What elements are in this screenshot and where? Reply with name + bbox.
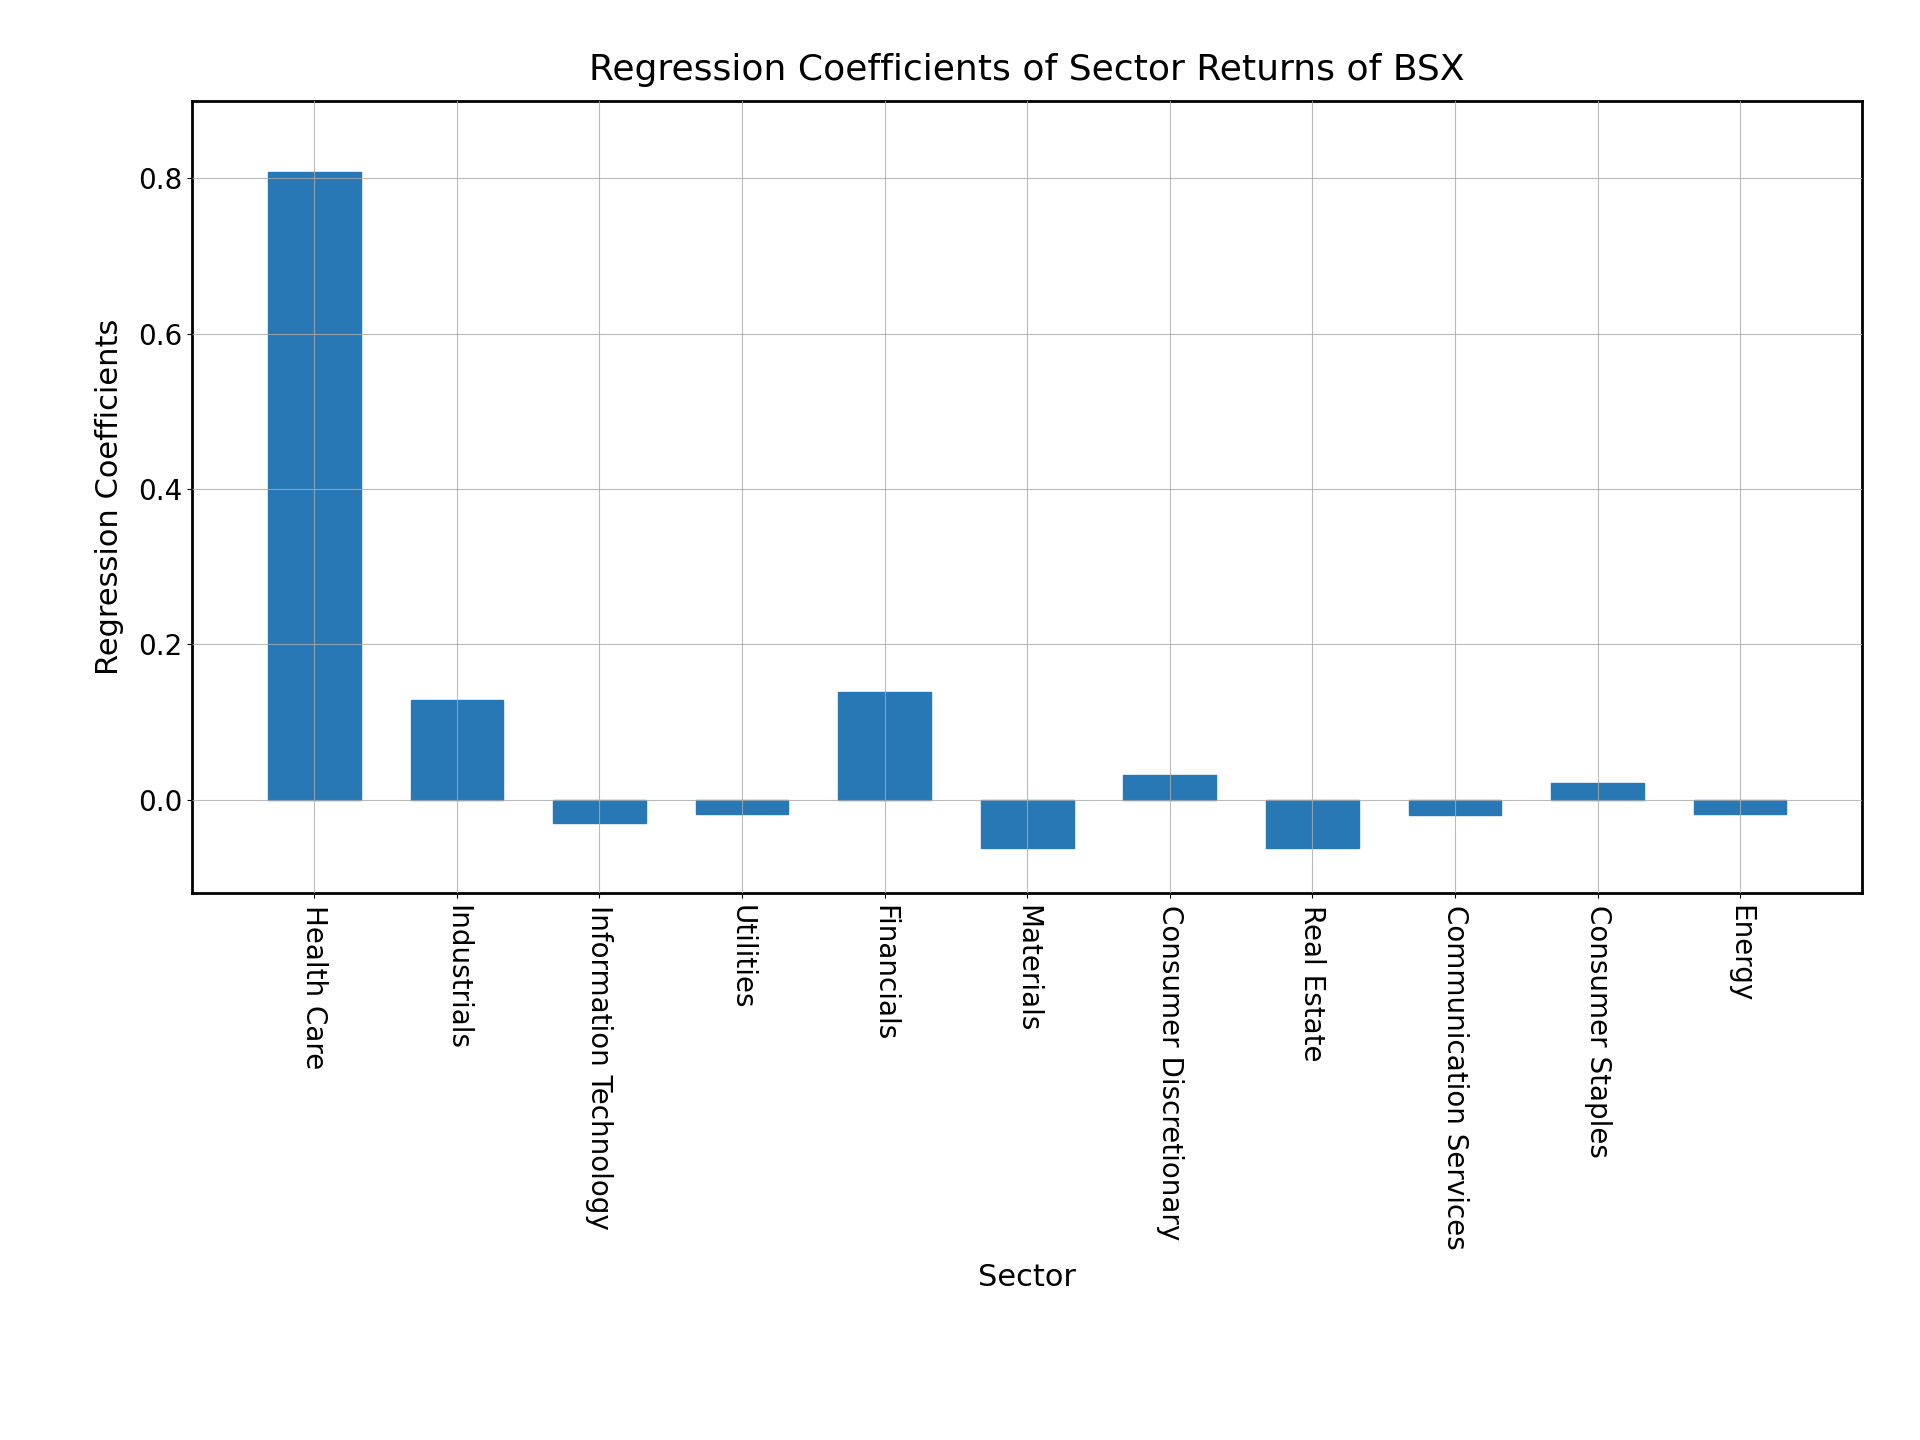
Bar [839,693,931,799]
Title: Regression Coefficients of Sector Returns of BSX: Regression Coefficients of Sector Return… [589,53,1465,86]
Bar [1551,782,1644,799]
Bar [411,700,503,799]
Bar [269,173,361,799]
Y-axis label: Regression Coefficients: Regression Coefficients [94,318,125,675]
X-axis label: Sector: Sector [977,1263,1077,1292]
Bar [1409,799,1501,815]
Bar [1693,799,1786,814]
Bar [553,799,645,822]
Bar [1123,775,1215,799]
Bar [981,799,1073,848]
Bar [695,799,789,814]
Bar [1265,799,1359,848]
